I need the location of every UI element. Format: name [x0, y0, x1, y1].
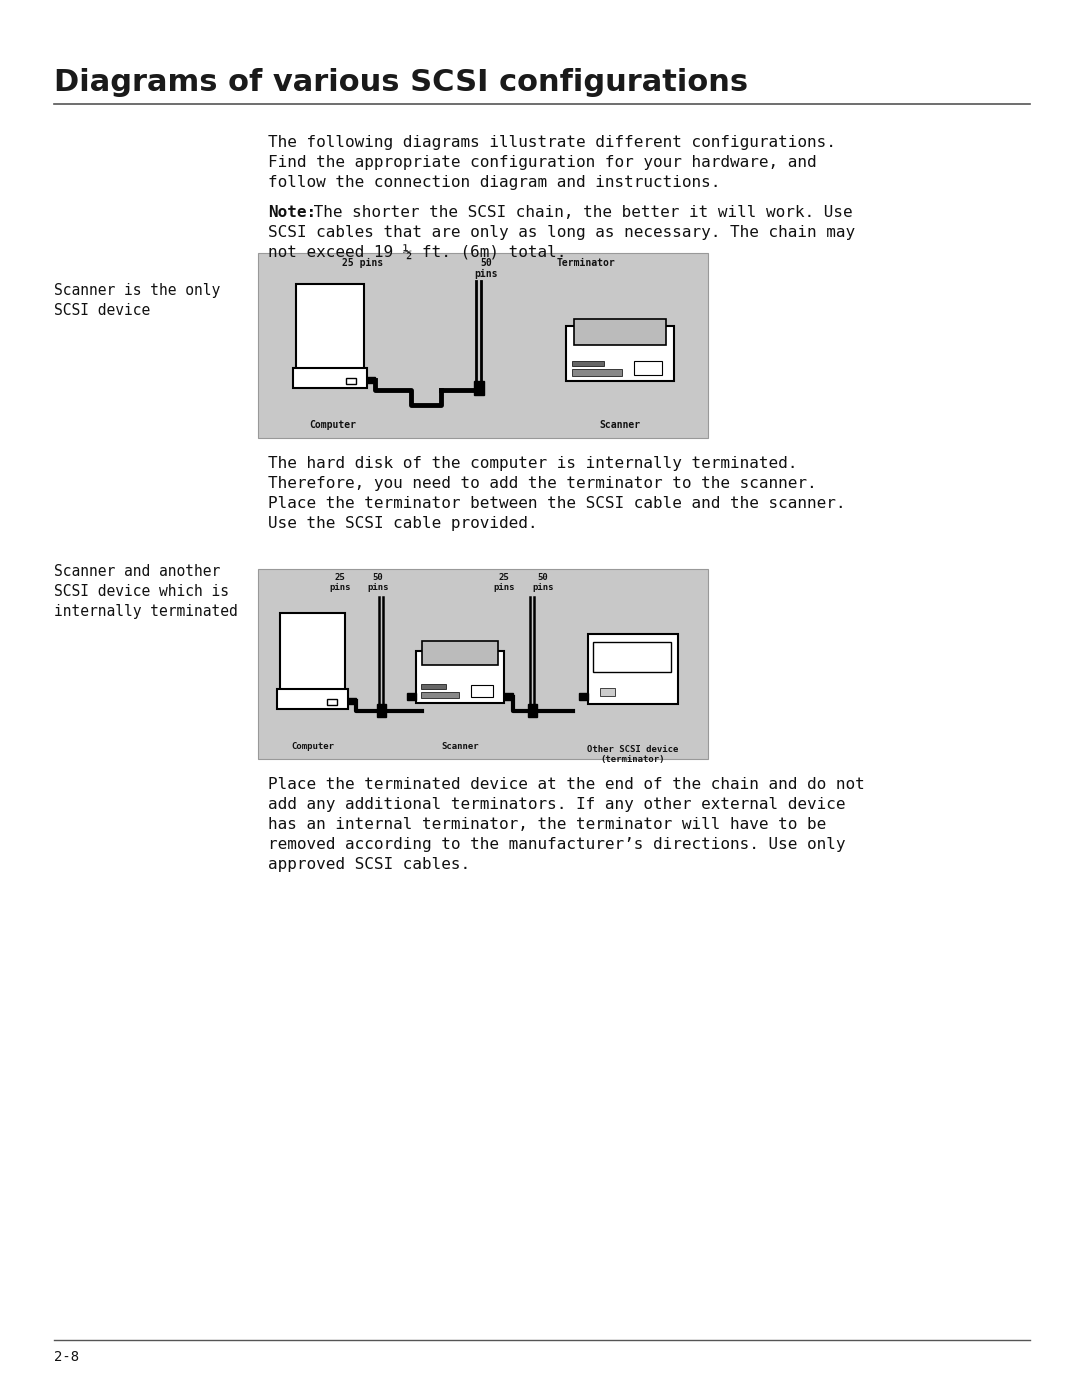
Bar — [367, 378, 375, 383]
Text: Place the terminated device at the end of the chain and do not: Place the terminated device at the end o… — [268, 777, 865, 793]
Text: approved SCSI cables.: approved SCSI cables. — [268, 856, 470, 872]
Text: Use the SCSI cable provided.: Use the SCSI cable provided. — [268, 516, 538, 532]
Text: 2-8: 2-8 — [54, 1351, 79, 1364]
Bar — [588, 634, 678, 704]
Bar — [421, 693, 459, 698]
Text: Computer: Computer — [310, 421, 356, 430]
Bar — [634, 361, 662, 375]
Text: The hard disk of the computer is internally terminated.: The hard disk of the computer is interna… — [268, 457, 797, 471]
Bar — [407, 693, 416, 700]
Text: pins: pins — [474, 269, 498, 279]
Text: (terminator): (terminator) — [600, 755, 665, 763]
Text: Place the terminator between the SCSI cable and the scanner.: Place the terminator between the SCSI ca… — [268, 496, 846, 511]
Bar — [416, 651, 504, 702]
Text: 25 pins: 25 pins — [342, 258, 383, 268]
Text: internally terminated: internally terminated — [54, 604, 238, 619]
Text: pins: pins — [532, 583, 554, 593]
Text: Terminator: Terminator — [556, 258, 616, 268]
Text: 50: 50 — [373, 573, 383, 582]
Text: follow the connection diagram and instructions.: follow the connection diagram and instru… — [268, 175, 720, 190]
Text: pins: pins — [367, 583, 389, 593]
Bar — [573, 319, 666, 346]
Bar — [346, 378, 356, 384]
Text: Computer: Computer — [292, 743, 335, 751]
Bar — [258, 253, 708, 439]
Text: The shorter the SCSI chain, the better it will work. Use: The shorter the SCSI chain, the better i… — [303, 205, 852, 221]
Bar — [293, 368, 367, 389]
Bar — [566, 326, 674, 380]
Bar — [600, 688, 615, 695]
Bar — [276, 688, 348, 709]
Text: 25: 25 — [499, 573, 510, 582]
Bar — [572, 361, 604, 366]
Text: Diagrams of various SCSI configurations: Diagrams of various SCSI configurations — [54, 68, 748, 97]
Text: 50: 50 — [538, 573, 549, 582]
Bar — [474, 380, 484, 396]
Text: Other SCSI device: Other SCSI device — [588, 745, 678, 754]
Bar — [504, 693, 513, 700]
Bar — [572, 369, 622, 376]
Text: removed according to the manufacturer’s directions. Use only: removed according to the manufacturer’s … — [268, 837, 846, 852]
Text: Find the appropriate configuration for your hardware, and: Find the appropriate configuration for y… — [268, 155, 816, 169]
Text: Scanner: Scanner — [599, 421, 640, 430]
Bar — [579, 693, 588, 700]
Bar — [280, 613, 345, 695]
Text: SCSI device which is: SCSI device which is — [54, 584, 229, 600]
Text: The following diagrams illustrate different configurations.: The following diagrams illustrate differ… — [268, 135, 836, 150]
Text: not exceed 19 ½ ft. (6m) total.: not exceed 19 ½ ft. (6m) total. — [268, 246, 566, 261]
Text: 50: 50 — [481, 258, 491, 268]
Bar — [421, 684, 446, 688]
Text: Note:: Note: — [268, 205, 316, 221]
Text: 25: 25 — [335, 573, 346, 582]
Text: Scanner: Scanner — [442, 743, 478, 751]
Bar — [528, 704, 537, 718]
Bar — [296, 285, 364, 373]
Bar — [377, 704, 386, 718]
Text: SCSI cables that are only as long as necessary. The chain may: SCSI cables that are only as long as nec… — [268, 225, 855, 240]
Text: pins: pins — [329, 583, 351, 593]
Text: add any additional terminators. If any other external device: add any additional terminators. If any o… — [268, 797, 846, 812]
Bar — [327, 700, 337, 705]
Bar — [258, 569, 708, 759]
Bar — [348, 698, 356, 704]
Bar — [593, 643, 671, 672]
Text: Scanner is the only: Scanner is the only — [54, 283, 220, 298]
Text: Scanner and another: Scanner and another — [54, 564, 220, 579]
Text: Therefore, you need to add the terminator to the scanner.: Therefore, you need to add the terminato… — [268, 476, 816, 491]
Text: has an internal terminator, the terminator will have to be: has an internal terminator, the terminat… — [268, 818, 826, 831]
Bar — [471, 686, 492, 697]
Text: SCSI device: SCSI device — [54, 303, 150, 318]
Text: pins: pins — [494, 583, 515, 593]
Bar — [422, 641, 498, 665]
